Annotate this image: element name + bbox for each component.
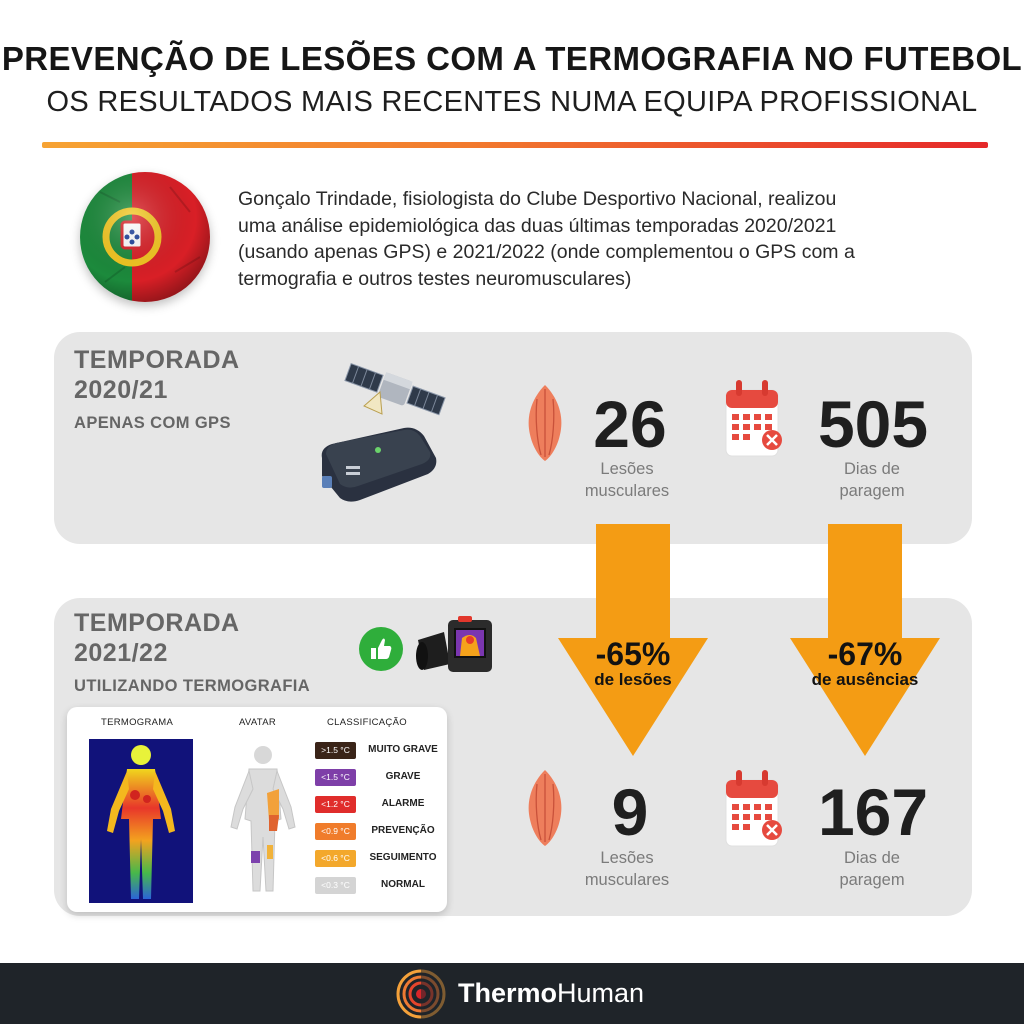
thermohuman-logo-icon: [394, 968, 451, 1020]
season-2020-panel: [54, 332, 972, 544]
class-row: <1.2 °C ALARME: [315, 796, 443, 813]
season-2020-title: TEMPORADA 2020/21: [74, 346, 240, 404]
muscle-icon: [525, 383, 565, 463]
class-chip: <0.9 °C: [315, 823, 356, 840]
days-2020-label: Dias de paragem: [839, 460, 905, 500]
down-arrow-icon: [790, 524, 940, 756]
class-chip: <0.3 °C: [315, 877, 356, 894]
satellite-icon: [342, 362, 446, 422]
body-avatar: [223, 741, 303, 905]
injuries-2021-value: 9: [611, 775, 649, 849]
season-2021-title: TEMPORADA 2021/22: [74, 609, 240, 667]
class-name: ALARME: [381, 798, 425, 809]
col-head-thermogram: TERMOGRAMA: [101, 717, 174, 728]
col-head-classification: CLASSIFICAÇÃO: [327, 717, 407, 728]
class-chip: >1.5 °C: [315, 742, 356, 759]
class-row: <1.5 °C GRAVE: [315, 769, 443, 786]
thermography-card: TERMOGRAMA AVATAR CLASSIFICAÇÃO: [67, 707, 447, 912]
down-arrow-icon: [558, 524, 708, 756]
class-chip: <0.6 °C: [315, 850, 356, 867]
class-name: PREVENÇÃO: [371, 825, 435, 836]
season-2020-subtitle: APENAS COM GPS: [74, 414, 231, 432]
days-change-label: de ausências: [811, 670, 919, 689]
class-row: <0.9 °C PREVENÇÃO: [315, 823, 443, 840]
class-name: SEGUIMENTO: [369, 852, 437, 863]
class-row: <0.3 °C NORMAL: [315, 877, 443, 894]
calendar-cancel-icon: [722, 766, 784, 852]
season-2021-subtitle: UTILIZANDO TERMOGRAFIA: [74, 677, 311, 695]
days-2021-value: 167: [817, 775, 929, 849]
class-name: MUITO GRAVE: [368, 744, 438, 755]
injuries-change-label: de lesões: [594, 670, 672, 689]
col-head-avatar: AVATAR: [239, 717, 276, 728]
injuries-2020-value: 26: [593, 387, 667, 461]
intro-line: uma análise epidemiológica das duas últi…: [238, 214, 837, 237]
gps-tracker-icon: [316, 418, 440, 514]
intro-line: Gonçalo Trindade, fisiologista do Clube …: [238, 188, 837, 210]
calendar-cancel-icon: [722, 376, 784, 462]
footer-bar: [0, 963, 1024, 1024]
class-name: NORMAL: [381, 879, 425, 890]
intro-text: Gonçalo Trindade, fisiologista do Clube …: [238, 186, 978, 292]
days-change-value: -67%: [827, 636, 903, 672]
thermogram-image: [89, 739, 193, 903]
injuries-change-value: -65%: [595, 636, 671, 672]
class-name: GRAVE: [385, 771, 421, 782]
page-subtitle: OS RESULTADOS MAIS RECENTES NUMA EQUIPA …: [46, 86, 978, 118]
page-title: PREVENÇÃO DE LESÕES COM A TERMOGRAFIA NO…: [1, 40, 1023, 77]
muscle-icon: [525, 768, 565, 848]
thumbs-up-icon: [358, 626, 404, 672]
portugal-ball-icon: [80, 172, 210, 302]
class-chip: <1.2 °C: [315, 796, 356, 813]
brand-name: ThermoHuman: [458, 978, 645, 1008]
class-row: <0.6 °C SEGUIMENTO: [315, 850, 443, 867]
intro-line: (usando apenas GPS) e 2021/2022 (onde co…: [238, 241, 855, 263]
title-divider: [42, 142, 988, 148]
injuries-2021-label: Lesões musculares: [584, 849, 670, 889]
days-2020-value: 505: [817, 387, 929, 461]
thermal-camera-icon: [414, 612, 494, 676]
intro-line: termografia e outros testes neuromuscula…: [238, 267, 632, 290]
class-row: >1.5 °C MUITO GRAVE: [315, 742, 443, 759]
class-chip: <1.5 °C: [315, 769, 356, 786]
injuries-2020-label: Lesões musculares: [584, 460, 670, 500]
days-2021-label: Dias de paragem: [839, 849, 905, 889]
